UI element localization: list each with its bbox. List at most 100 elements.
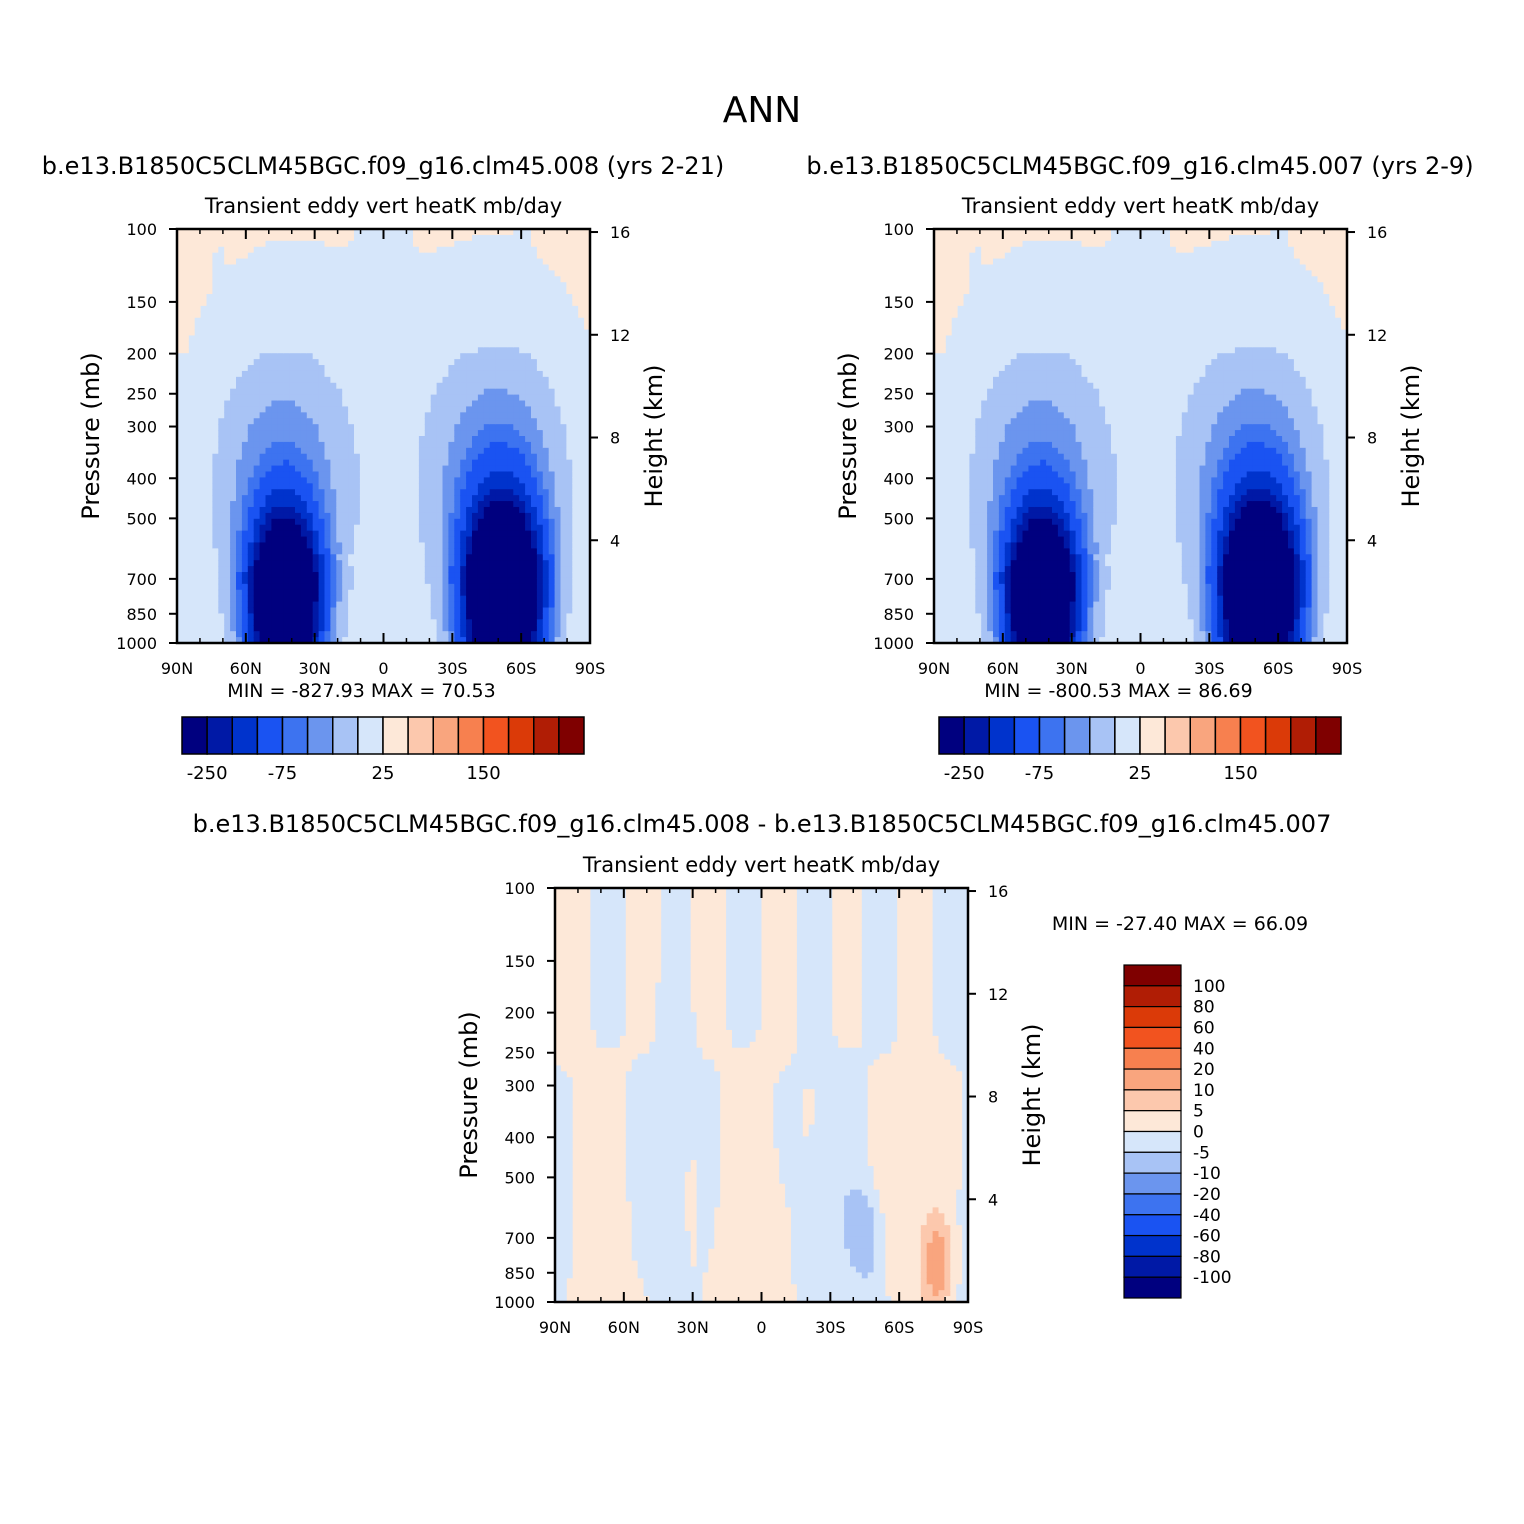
- heatmap-cell: [200, 276, 208, 283]
- heatmap-cell: [495, 560, 503, 567]
- heatmap-cell: [578, 459, 585, 467]
- heatmap-cell: [236, 471, 243, 478]
- heatmap-cell: [342, 554, 349, 561]
- heatmap-cell: [271, 560, 278, 567]
- heatmap-cell: [542, 554, 550, 561]
- heatmap-cell: [312, 447, 320, 455]
- heatmap-cell: [460, 495, 467, 502]
- heatmap-cell: [436, 406, 444, 413]
- heatmap-cell: [578, 258, 585, 266]
- heatmap-cell: [230, 589, 237, 597]
- heatmap-cell: [236, 631, 243, 638]
- heatmap-cell: [348, 560, 355, 567]
- heatmap-cell: [306, 625, 314, 632]
- heatmap-cell: [259, 477, 267, 484]
- heatmap-cell: [584, 388, 591, 396]
- panel-1-case-title: b.e13.B1850C5CLM45BGC.f09_g16.clm45.008 …: [42, 152, 724, 180]
- heatmap-cell: [236, 625, 243, 632]
- heatmap-cell: [424, 347, 432, 354]
- heatmap-cell: [436, 317, 444, 325]
- heatmap-cell: [236, 341, 243, 348]
- heatmap-cell: [525, 436, 532, 443]
- heatmap-cell: [283, 471, 290, 478]
- heatmap-cell: [241, 471, 249, 478]
- heatmap-cell: [584, 495, 591, 502]
- heatmap-cell: [483, 317, 491, 325]
- heatmap-cell: [194, 388, 202, 396]
- heatmap-cell: [259, 483, 267, 490]
- heatmap-cell: [247, 589, 255, 597]
- heatmap-cell: [230, 607, 237, 615]
- heatmap-cell: [318, 459, 326, 467]
- heatmap-cell: [241, 465, 249, 473]
- heatmap-cell: [460, 459, 467, 467]
- heatmap-cell: [401, 489, 408, 496]
- heatmap-cell: [318, 370, 326, 378]
- heatmap-cell: [430, 406, 438, 413]
- heatmap-cell: [566, 376, 573, 384]
- heatmap-cell: [253, 601, 261, 609]
- heatmap-cell: [525, 459, 532, 467]
- heatmap-cell: [224, 418, 231, 425]
- heatmap-cell: [472, 566, 479, 573]
- heatmap-cell: [224, 536, 231, 544]
- heatmap-cell: [306, 359, 314, 366]
- heatmap-cell: [348, 518, 355, 526]
- heatmap-cell: [300, 246, 308, 254]
- heatmap-cell: [495, 477, 503, 484]
- heatmap-cell: [460, 234, 467, 242]
- heatmap-cell: [513, 305, 520, 313]
- heatmap-cell: [442, 246, 449, 254]
- heatmap-cell: [312, 560, 320, 567]
- heatmap-cell: [236, 359, 243, 366]
- heatmap-cell: [212, 436, 219, 443]
- heatmap-cell: [377, 625, 385, 632]
- heatmap-cell: [531, 506, 538, 514]
- heatmap-cell: [354, 370, 361, 378]
- heatmap-cell: [578, 299, 585, 307]
- heatmap-cell: [371, 554, 379, 561]
- heatmap-cell: [501, 394, 508, 402]
- heatmap-cell: [436, 554, 444, 561]
- heatmap-cell: [247, 501, 255, 508]
- heatmap-cell: [418, 554, 426, 561]
- heatmap-cell: [277, 229, 284, 236]
- heatmap-cell: [218, 613, 225, 620]
- heatmap-cell: [289, 607, 296, 615]
- heatmap-cell: [560, 495, 567, 502]
- heatmap-cell: [218, 299, 225, 307]
- heatmap-cell: [472, 524, 479, 532]
- heatmap-cell: [477, 471, 485, 478]
- heatmap-cell: [442, 270, 449, 277]
- heatmap-cell: [531, 305, 538, 313]
- heatmap-cell: [336, 436, 343, 443]
- heatmap-cell: [460, 453, 467, 461]
- heatmap-cell: [395, 637, 402, 644]
- heatmap-cell: [436, 365, 444, 372]
- heatmap-cell: [418, 471, 426, 478]
- heatmap-cell: [489, 501, 497, 508]
- heatmap-cell: [283, 294, 290, 301]
- heatmap-cell: [442, 637, 449, 644]
- heatmap-cell: [277, 554, 284, 561]
- heatmap-cell: [354, 323, 361, 331]
- heatmap-cell: [365, 577, 373, 585]
- heatmap-cell: [572, 619, 579, 626]
- heatmap-cell: [554, 412, 562, 419]
- heatmap-cell: [501, 524, 508, 532]
- heatmap-cell: [318, 447, 326, 455]
- heatmap-cell: [300, 619, 308, 626]
- heatmap-cell: [407, 483, 414, 490]
- heatmap-cell: [306, 548, 314, 555]
- heatmap-cell: [365, 583, 373, 591]
- heatmap-cell: [342, 560, 349, 567]
- heatmap-cell: [572, 583, 579, 591]
- heatmap-cell: [542, 572, 550, 579]
- heatmap-cell: [312, 335, 320, 342]
- heatmap-cell: [247, 400, 255, 408]
- heatmap-cell: [377, 400, 385, 408]
- heatmap-cell: [477, 572, 485, 579]
- heatmap-cell: [489, 430, 497, 437]
- heatmap-cell: [212, 595, 219, 603]
- heatmap-cell: [236, 276, 243, 283]
